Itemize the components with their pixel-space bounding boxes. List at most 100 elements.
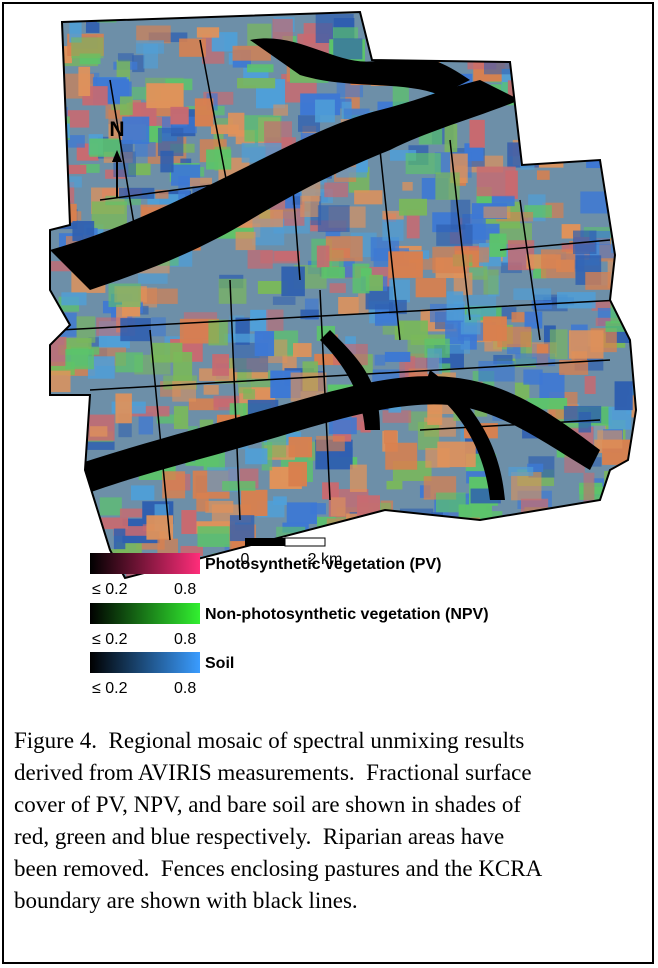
- map-texture: [635, 334, 658, 350]
- legend-label: Non-photosynthetic vegetation (NPV): [205, 606, 489, 623]
- map-texture: [248, 250, 273, 269]
- map-texture: [508, 467, 533, 476]
- map-texture: [524, 535, 550, 547]
- map-texture: [544, 49, 577, 74]
- map-texture: [250, 310, 268, 331]
- map-texture: [448, 13, 463, 30]
- map-texture: [436, 493, 466, 513]
- map-texture: [274, 251, 300, 261]
- map-texture: [324, 183, 348, 198]
- map-texture: [195, 98, 213, 126]
- map-texture: [539, 373, 564, 399]
- map-texture: [458, 19, 491, 30]
- map-texture: [402, 182, 412, 191]
- map-texture: [621, 203, 653, 216]
- map-texture: [591, 116, 625, 145]
- map-texture: [588, 137, 615, 154]
- map-texture: [61, 499, 77, 526]
- map-texture: [572, 84, 606, 104]
- map-texture: [71, 37, 103, 58]
- map-texture: [628, 139, 657, 147]
- map-texture: [289, 437, 312, 457]
- legend: Photosynthetic vegetation (PV) ≤ 0.2 0.8…: [90, 553, 489, 697]
- map-texture: [243, 389, 255, 399]
- north-label: N: [109, 118, 124, 141]
- map-texture: [534, 541, 546, 566]
- map-texture: [625, 580, 641, 591]
- map-texture: [61, 292, 86, 305]
- map-texture: [317, 246, 330, 268]
- legend-ramp: [90, 553, 200, 574]
- map-image: [40, 10, 658, 617]
- map-texture: [534, 15, 563, 34]
- map-texture: [60, 110, 89, 127]
- map-texture: [483, 207, 510, 219]
- map-texture: [503, 559, 528, 579]
- map-texture: [614, 576, 637, 595]
- map-texture: [46, 524, 68, 542]
- map-texture: [71, 532, 99, 541]
- map-texture: [611, 169, 645, 184]
- map-texture: [543, 65, 580, 85]
- map-texture: [379, 33, 405, 54]
- map-texture: [416, 278, 446, 297]
- map-texture: [350, 465, 367, 492]
- map-texture: [375, 355, 386, 366]
- map-texture: [585, 272, 610, 290]
- map-texture: [264, 121, 292, 145]
- map-texture: [135, 142, 156, 157]
- map-texture: [315, 100, 335, 123]
- map-texture: [558, 105, 589, 120]
- map-texture: [577, 550, 602, 571]
- map-texture: [219, 279, 247, 304]
- map-texture: [326, 236, 363, 261]
- map-texture: [534, 119, 546, 134]
- map-texture: [608, 407, 631, 430]
- map-texture: [384, 430, 397, 444]
- map-texture: [48, 337, 66, 366]
- map-texture: [624, 574, 637, 601]
- caption-line: red, green and blue respectively. Ripari…: [14, 824, 504, 849]
- map-texture: [617, 25, 630, 49]
- map-texture: [466, 295, 496, 317]
- legend-max: 0.8: [174, 680, 196, 697]
- map-texture: [73, 520, 101, 543]
- map-texture: [197, 27, 219, 37]
- caption-line: Figure 4. Regional mosaic of spectral un…: [14, 728, 524, 753]
- map-texture: [618, 62, 657, 91]
- map-texture: [108, 284, 140, 308]
- map-texture: [288, 462, 307, 487]
- map-texture: [354, 190, 382, 204]
- map-texture: [208, 320, 227, 346]
- map-texture: [120, 318, 151, 341]
- map-texture: [212, 354, 229, 376]
- map-texture: [389, 280, 410, 303]
- map-texture: [92, 201, 127, 229]
- map-texture: [241, 490, 267, 516]
- map-texture: [394, 11, 405, 28]
- map-texture: [434, 522, 464, 540]
- map-texture: [181, 510, 196, 534]
- map-texture: [281, 267, 304, 297]
- map-texture: [436, 225, 472, 246]
- map-texture: [55, 585, 85, 606]
- map-texture: [522, 136, 551, 150]
- caption-line: boundary are shown with black lines.: [14, 888, 358, 913]
- map-texture: [608, 102, 637, 116]
- map-texture: [49, 489, 78, 514]
- map-texture: [606, 518, 619, 529]
- legend-max: 0.8: [174, 581, 196, 598]
- map-texture: [581, 566, 609, 580]
- map-texture: [333, 38, 362, 59]
- map-texture: [293, 343, 312, 357]
- map-texture: [205, 580, 237, 592]
- map-texture: [425, 448, 449, 468]
- map-texture: [425, 577, 435, 601]
- legend-label: Soil: [205, 655, 234, 672]
- map-texture: [170, 107, 188, 125]
- map-texture: [608, 483, 641, 501]
- map-texture: [536, 90, 564, 111]
- map-texture: [635, 237, 650, 260]
- map-texture: [481, 39, 500, 47]
- map-texture: [618, 233, 644, 245]
